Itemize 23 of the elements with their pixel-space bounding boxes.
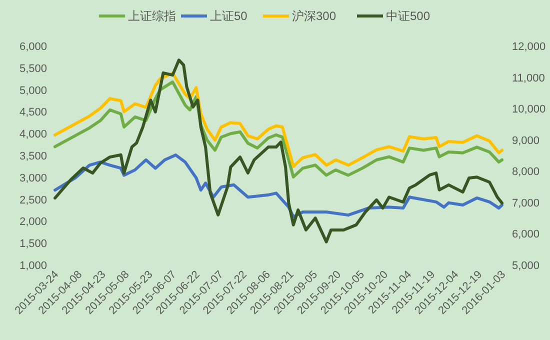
y2tick: 8,000 bbox=[512, 166, 540, 178]
ytick: 5,000 bbox=[19, 84, 47, 97]
ytick: 4,000 bbox=[19, 128, 47, 141]
y2tick: 7,000 bbox=[512, 197, 540, 210]
ytick: 2,000 bbox=[19, 216, 47, 228]
y2tick: 5,000 bbox=[512, 260, 540, 272]
ytick: 1,000 bbox=[19, 260, 47, 272]
y2tick: 10,000 bbox=[512, 104, 546, 116]
ytick: 2,500 bbox=[19, 194, 47, 206]
ytick: 6,000 bbox=[19, 41, 47, 53]
y2tick: 12,000 bbox=[512, 41, 546, 53]
ytick: 3,000 bbox=[19, 172, 47, 184]
legend-label: 上证50 bbox=[210, 9, 248, 23]
y2tick: 9,000 bbox=[512, 134, 540, 147]
ytick: 4,500 bbox=[19, 106, 47, 119]
legend-label: 中证500 bbox=[386, 9, 430, 23]
ytick: 5,500 bbox=[19, 62, 47, 75]
y2tick: 6,000 bbox=[512, 228, 540, 241]
legend-label: 沪深300 bbox=[292, 9, 336, 23]
legend-label: 上证综指 bbox=[128, 9, 176, 23]
ytick: 3,500 bbox=[19, 150, 47, 162]
y2tick: 11,000 bbox=[512, 72, 545, 84]
ytick: 1,500 bbox=[19, 238, 47, 250]
